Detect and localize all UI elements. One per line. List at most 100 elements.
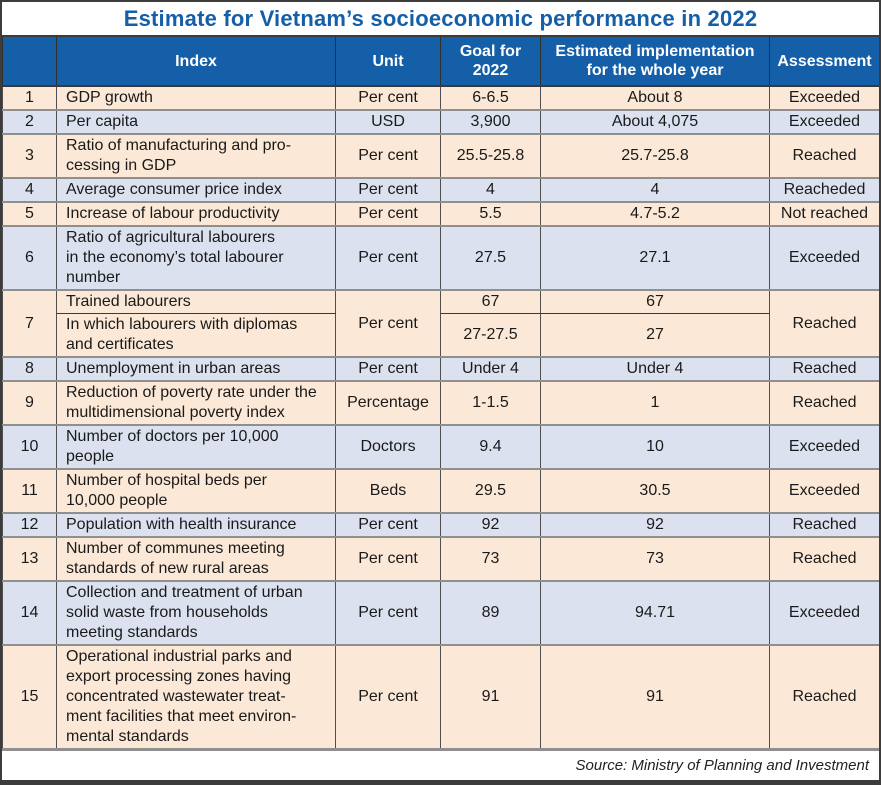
- table-row-11: 11 Number of hospital beds per 10,000 pe…: [2, 468, 879, 514]
- row-7a-estimated-cell: 67: [540, 289, 770, 314]
- row-1-estimated-cell: About 8: [540, 85, 770, 111]
- row-6-goal-cell: 27.5: [440, 225, 541, 291]
- row-8-assessment-cell: Reached: [769, 356, 879, 382]
- row-9-assessment-cell: Reached: [769, 380, 879, 426]
- row-15-estimated-cell: 91: [540, 644, 770, 750]
- table-row-2: 2 Per capita USD 3,900 About 4,075 Excee…: [2, 109, 879, 135]
- col-header-no: [2, 35, 57, 87]
- row-1-unit-cell: Per cent: [335, 85, 441, 111]
- row-8-goal-cell: Under 4: [440, 356, 541, 382]
- row-15-assessment-cell: Reached: [769, 644, 879, 750]
- row-14-index-cell: Collection and treatment of urban solid …: [56, 580, 336, 646]
- row-3-goal-cell: 25.5-25.8: [440, 133, 541, 179]
- row-5-estimated-cell: 4.7-5.2: [540, 201, 770, 227]
- row-7-unit-cell: Per cent: [335, 289, 441, 358]
- row-7b-goal-cell: 27-27.5: [440, 313, 541, 358]
- row-7b-estimated-cell: 27: [540, 313, 770, 358]
- row-3-index-cell: Ratio of manufacturing and pro- cessing …: [56, 133, 336, 179]
- row-7b-index-cell: In which labourers with diplomas and cer…: [56, 313, 336, 358]
- performance-table: Index Unit Goal for 2022 Estimated imple…: [2, 35, 880, 750]
- row-6-estimated-cell: 27.1: [540, 225, 770, 291]
- row-11-estimated-cell: 30.5: [540, 468, 770, 514]
- row-5-goal-cell: 5.5: [440, 201, 541, 227]
- row-12-assessment-cell: Reached: [769, 512, 879, 538]
- row-5-index-cell: Increase of labour productivity: [56, 201, 336, 227]
- row-14-goal-cell: 89: [440, 580, 541, 646]
- table-row-6: 6 Ratio of agricultural labourers in the…: [2, 225, 879, 291]
- row-2-no-cell: 2: [2, 109, 57, 135]
- row-10-goal-cell: 9.4: [440, 424, 541, 470]
- row-4-unit-cell: Per cent: [335, 177, 441, 203]
- row-8-estimated-cell: Under 4: [540, 356, 770, 382]
- row-11-assessment-cell: Exceeded: [769, 468, 879, 514]
- col-header-goal: Goal for 2022: [440, 35, 541, 87]
- row-2-unit-cell: USD: [335, 109, 441, 135]
- table-row-12: 12 Population with health insurance Per …: [2, 512, 879, 538]
- row-9-index-cell: Reduction of poverty rate under the mult…: [56, 380, 336, 426]
- col-header-estimated: Estimated implementation for the whole y…: [540, 35, 770, 87]
- col-header-index: Index: [56, 35, 336, 87]
- table-row-7b: In which labourers with diplomas and cer…: [3, 313, 880, 358]
- row-4-goal-cell: 4: [440, 177, 541, 203]
- row-10-index-cell: Number of doctors per 10,000 people: [56, 424, 336, 470]
- row-15-goal-cell: 91: [440, 644, 541, 750]
- row-10-no-cell: 10: [2, 424, 57, 470]
- row-1-no-cell: 1: [2, 85, 57, 111]
- table-header: Index Unit Goal for 2022 Estimated imple…: [2, 35, 879, 87]
- row-4-no-cell: 4: [2, 177, 57, 203]
- row-13-unit-cell: Per cent: [335, 536, 441, 582]
- row-12-no-cell: 12: [2, 512, 57, 538]
- table-row-13: 13 Number of communes meeting standards …: [2, 536, 879, 582]
- row-5-unit-cell: Per cent: [335, 201, 441, 227]
- row-5-assessment-cell: Not reached: [769, 201, 879, 227]
- row-5-no-cell: 5: [2, 201, 57, 227]
- row-3-unit-cell: Per cent: [335, 133, 441, 179]
- row-14-no-cell: 14: [2, 580, 57, 646]
- row-13-estimated-cell: 73: [540, 536, 770, 582]
- header-row: Index Unit Goal for 2022 Estimated imple…: [2, 35, 879, 87]
- row-12-index-cell: Population with health insurance: [56, 512, 336, 538]
- table-row-15: 15 Operational industrial parks and expo…: [2, 644, 879, 750]
- row-7-no-cell: 7: [2, 289, 57, 358]
- row-12-estimated-cell: 92: [540, 512, 770, 538]
- row-7-assessment-cell: Reached: [769, 289, 879, 358]
- row-11-index-cell: Number of hospital beds per 10,000 peopl…: [56, 468, 336, 514]
- table-row-1: 1 GDP growth Per cent 6-6.5 About 8 Exce…: [2, 85, 879, 111]
- row-11-goal-cell: 29.5: [440, 468, 541, 514]
- row-4-index-cell: Average consumer price index: [56, 177, 336, 203]
- table-row-9: 9 Reduction of poverty rate under the mu…: [2, 380, 879, 426]
- row-13-assessment-cell: Reached: [769, 536, 879, 582]
- row-9-estimated-cell: 1: [540, 380, 770, 426]
- row-8-unit-cell: Per cent: [335, 356, 441, 382]
- row-10-assessment-cell: Exceeded: [769, 424, 879, 470]
- table-row-14: 14 Collection and treatment of urban sol…: [2, 580, 879, 646]
- row-1-goal-cell: 6-6.5: [440, 85, 541, 111]
- row-4-assessment-cell: Reacheded: [769, 177, 879, 203]
- row-9-no-cell: 9: [2, 380, 57, 426]
- row-11-unit-cell: Beds: [335, 468, 441, 514]
- row-3-no-cell: 3: [2, 133, 57, 179]
- table-row-4: 4 Average consumer price index Per cent …: [2, 177, 879, 203]
- table-row-5: 5 Increase of labour productivity Per ce…: [2, 201, 879, 227]
- col-header-unit: Unit: [335, 35, 441, 87]
- row-10-estimated-cell: 10: [540, 424, 770, 470]
- row-3-estimated-cell: 25.7-25.8: [540, 133, 770, 179]
- row-13-index-cell: Number of communes meeting standards of …: [56, 536, 336, 582]
- col-header-assessment: Assessment: [769, 35, 879, 87]
- row-6-no-cell: 6: [2, 225, 57, 291]
- row-15-index-cell: Operational industrial parks and export …: [56, 644, 336, 750]
- table-body: 1 GDP growth Per cent 6-6.5 About 8 Exce…: [2, 85, 880, 750]
- source-note: Source: Ministry of Planning and Investm…: [2, 750, 879, 780]
- row-7a-goal-cell: 67: [440, 289, 541, 314]
- row-2-estimated-cell: About 4,075: [540, 109, 770, 135]
- table-row-3: 3 Ratio of manufacturing and pro- cessin…: [2, 133, 879, 179]
- row-1-assessment-cell: Exceeded: [769, 85, 879, 111]
- row-15-no-cell: 15: [2, 644, 57, 750]
- row-14-estimated-cell: 94.71: [540, 580, 770, 646]
- row-13-no-cell: 13: [2, 536, 57, 582]
- row-1-index-cell: GDP growth: [56, 85, 336, 111]
- row-14-unit-cell: Per cent: [335, 580, 441, 646]
- table-row-7a: 7 Trained labourers Per cent 67 67 Reach…: [2, 289, 879, 358]
- table-row-10: 10 Number of doctors per 10,000 people D…: [2, 424, 879, 470]
- row-4-estimated-cell: 4: [540, 177, 770, 203]
